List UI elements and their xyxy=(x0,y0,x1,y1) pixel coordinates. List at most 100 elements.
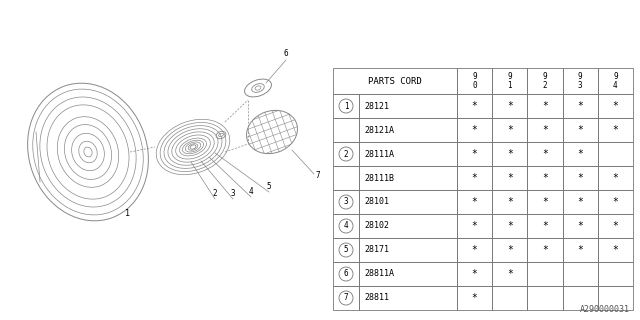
Text: 28171: 28171 xyxy=(364,245,389,254)
Text: 9
2: 9 2 xyxy=(543,72,547,90)
Bar xyxy=(333,214,359,238)
Bar xyxy=(527,286,563,310)
Text: *: * xyxy=(612,245,618,255)
Bar xyxy=(563,262,598,286)
Bar xyxy=(457,262,492,286)
Bar xyxy=(563,238,598,262)
Text: 28111B: 28111B xyxy=(364,173,394,182)
Text: *: * xyxy=(542,173,548,183)
Text: *: * xyxy=(612,101,618,111)
Bar xyxy=(457,286,492,310)
Text: 7: 7 xyxy=(316,171,321,180)
Bar xyxy=(563,68,598,94)
Text: 28111A: 28111A xyxy=(364,149,394,158)
Text: *: * xyxy=(472,173,477,183)
Text: 9
0: 9 0 xyxy=(472,72,477,90)
Bar xyxy=(527,68,563,94)
Bar xyxy=(359,142,457,166)
Bar xyxy=(333,238,359,262)
Bar xyxy=(457,214,492,238)
Text: 3: 3 xyxy=(344,197,348,206)
Text: 3: 3 xyxy=(230,189,236,198)
Text: 28811: 28811 xyxy=(364,293,389,302)
Bar xyxy=(598,94,633,118)
Bar xyxy=(359,166,457,190)
Bar xyxy=(598,118,633,142)
Bar xyxy=(359,262,457,286)
Bar xyxy=(359,118,457,142)
Bar xyxy=(457,190,492,214)
Bar xyxy=(492,94,527,118)
Bar xyxy=(492,166,527,190)
Text: 6: 6 xyxy=(284,49,288,58)
Bar xyxy=(457,68,492,94)
Text: 9
4: 9 4 xyxy=(613,72,618,90)
Text: *: * xyxy=(577,197,583,207)
Bar xyxy=(359,238,457,262)
Text: *: * xyxy=(472,293,477,303)
Bar xyxy=(457,142,492,166)
Text: *: * xyxy=(542,125,548,135)
Text: *: * xyxy=(507,269,513,279)
Bar xyxy=(457,94,492,118)
Bar xyxy=(527,166,563,190)
Text: *: * xyxy=(612,197,618,207)
Bar xyxy=(333,190,359,214)
Text: 28121: 28121 xyxy=(364,101,389,110)
Bar xyxy=(598,68,633,94)
Bar xyxy=(359,286,457,310)
Bar xyxy=(563,166,598,190)
Bar xyxy=(333,118,359,142)
Bar xyxy=(563,94,598,118)
Text: PARTS CORD: PARTS CORD xyxy=(368,76,422,85)
Text: *: * xyxy=(612,125,618,135)
Bar xyxy=(457,118,492,142)
Text: 28811A: 28811A xyxy=(364,269,394,278)
Text: *: * xyxy=(472,221,477,231)
Text: *: * xyxy=(507,101,513,111)
Text: *: * xyxy=(507,197,513,207)
Text: 28121A: 28121A xyxy=(364,125,394,134)
Bar xyxy=(333,142,359,166)
Bar xyxy=(492,68,527,94)
Bar xyxy=(527,190,563,214)
Text: *: * xyxy=(507,221,513,231)
Text: 1: 1 xyxy=(344,101,348,110)
Text: 1: 1 xyxy=(125,210,131,219)
Bar xyxy=(333,262,359,286)
Bar xyxy=(563,286,598,310)
Text: *: * xyxy=(577,173,583,183)
Text: *: * xyxy=(612,221,618,231)
Bar xyxy=(598,286,633,310)
Text: *: * xyxy=(472,245,477,255)
Bar xyxy=(359,190,457,214)
Text: *: * xyxy=(472,149,477,159)
Bar xyxy=(598,238,633,262)
Text: *: * xyxy=(542,101,548,111)
Text: *: * xyxy=(507,245,513,255)
Text: *: * xyxy=(507,125,513,135)
Text: *: * xyxy=(507,173,513,183)
Bar xyxy=(563,190,598,214)
Bar xyxy=(333,166,359,190)
Text: 4: 4 xyxy=(344,221,348,230)
Text: *: * xyxy=(612,173,618,183)
Text: 9
1: 9 1 xyxy=(508,72,512,90)
Text: A290000031: A290000031 xyxy=(580,305,630,314)
Bar xyxy=(598,190,633,214)
Text: *: * xyxy=(542,149,548,159)
Text: *: * xyxy=(542,197,548,207)
Bar xyxy=(457,166,492,190)
Bar xyxy=(527,214,563,238)
Text: 6: 6 xyxy=(344,269,348,278)
Bar xyxy=(527,118,563,142)
Text: *: * xyxy=(577,149,583,159)
Bar xyxy=(492,262,527,286)
Bar xyxy=(563,214,598,238)
Text: *: * xyxy=(577,125,583,135)
Text: *: * xyxy=(577,221,583,231)
Text: 7: 7 xyxy=(344,293,348,302)
Text: 28101: 28101 xyxy=(364,197,389,206)
Bar xyxy=(492,238,527,262)
Bar xyxy=(527,262,563,286)
